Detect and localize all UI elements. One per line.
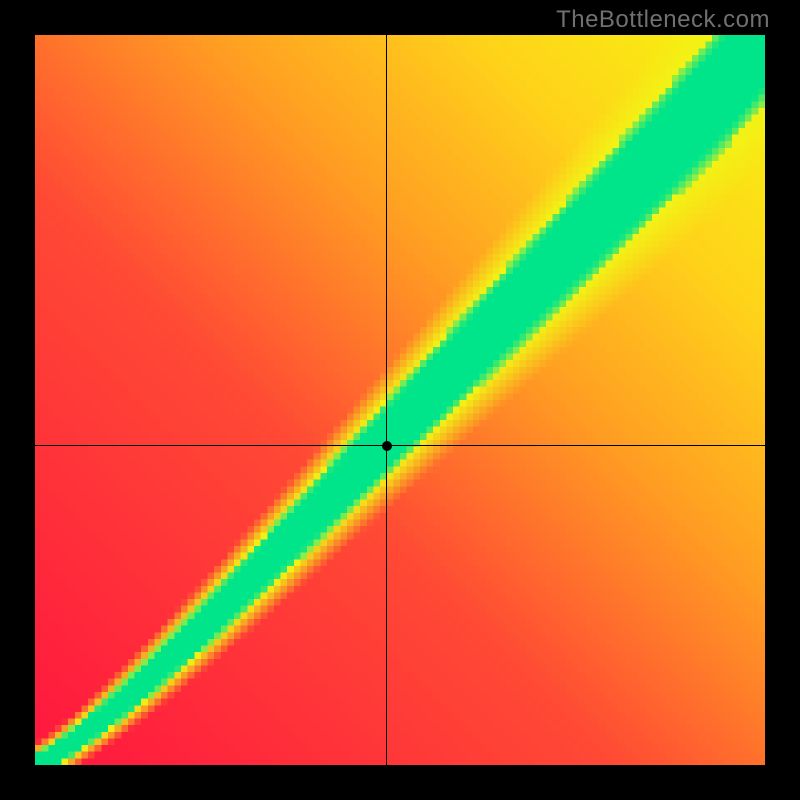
crosshair-horizontal — [35, 445, 765, 446]
bottleneck-heatmap — [35, 35, 765, 765]
watermark-text: TheBottleneck.com — [556, 6, 770, 34]
crosshair-vertical — [386, 35, 387, 765]
selection-marker — [382, 441, 392, 451]
